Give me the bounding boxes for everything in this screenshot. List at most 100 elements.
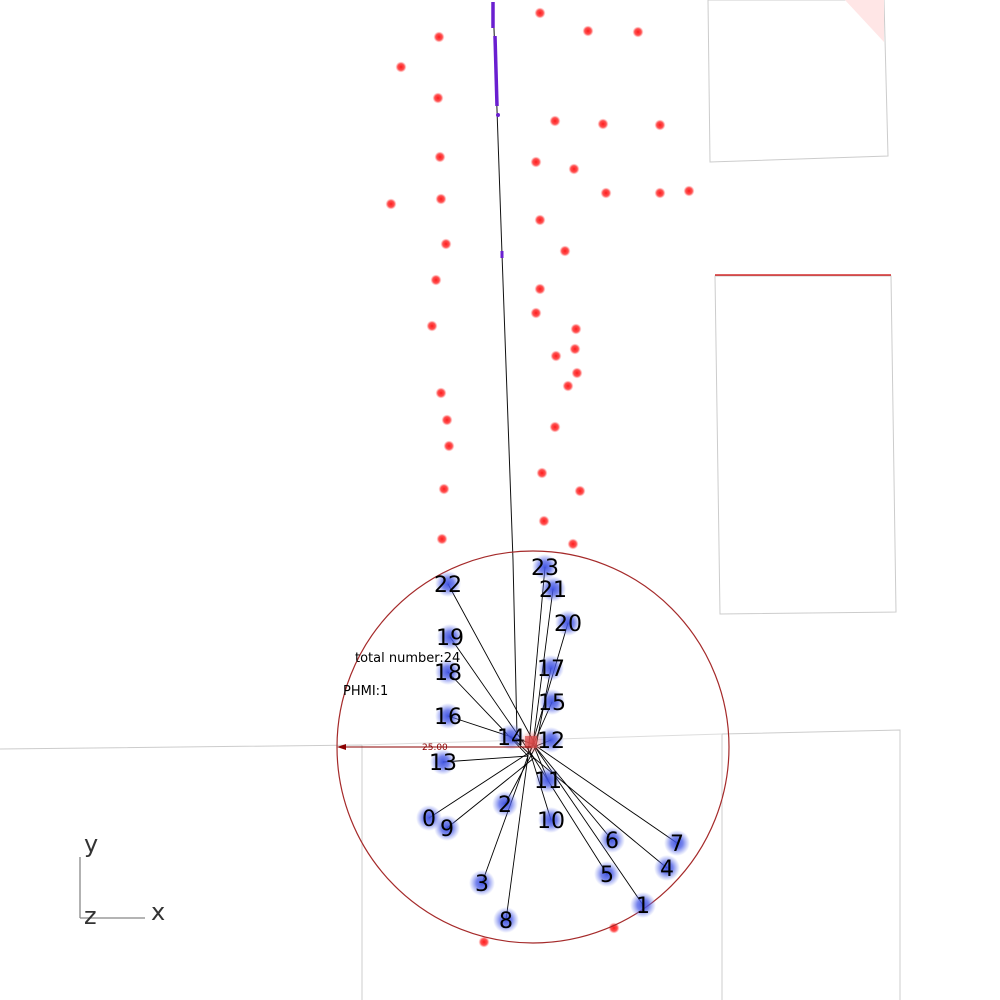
landmark-point bbox=[559, 245, 571, 257]
phmi-text: PHMI:1 bbox=[343, 684, 388, 699]
satellite-glow bbox=[594, 861, 620, 887]
landmark-point bbox=[600, 187, 612, 199]
satellite-label[interactable]: 1 bbox=[636, 894, 650, 919]
satellite-label[interactable]: 6 bbox=[605, 829, 619, 854]
satellite-label[interactable]: 21 bbox=[539, 578, 567, 603]
satellite-label[interactable]: 0 bbox=[422, 807, 436, 832]
radius-scale-label: 25.00 bbox=[422, 743, 448, 753]
y-axis-label: y bbox=[84, 830, 98, 858]
satellite-glow bbox=[437, 624, 463, 650]
vehicle-trajectory bbox=[491, 1, 518, 736]
landmark-point bbox=[683, 185, 695, 197]
satellite-label[interactable]: 2 bbox=[498, 793, 512, 818]
landmark-point bbox=[530, 307, 542, 319]
satellite-glow bbox=[664, 830, 690, 856]
landmark-point bbox=[536, 467, 548, 479]
satellite-glow bbox=[492, 791, 518, 817]
landmark-point bbox=[443, 440, 455, 452]
satellite-label[interactable]: 9 bbox=[440, 817, 454, 842]
satellite-glow bbox=[539, 689, 565, 715]
satellite-glow bbox=[599, 827, 625, 853]
building-highlight bbox=[845, 0, 884, 42]
trajectory-line bbox=[492, 1, 518, 736]
satellite-ray bbox=[532, 743, 613, 841]
total-number-text: total number:24 bbox=[355, 651, 460, 666]
landmark-point bbox=[562, 380, 574, 392]
building-outline bbox=[707, 0, 889, 163]
satellite-label[interactable]: 22 bbox=[434, 573, 462, 598]
landmark-point bbox=[438, 483, 450, 495]
satellite-label[interactable]: 20 bbox=[554, 612, 582, 637]
satellite-glow bbox=[434, 815, 460, 841]
satellite-ray bbox=[446, 757, 535, 829]
satellite-label[interactable]: 5 bbox=[600, 863, 614, 888]
landmark-point bbox=[478, 936, 490, 948]
landmark-point bbox=[654, 119, 666, 131]
landmark-point bbox=[538, 515, 550, 527]
landmark-point bbox=[569, 343, 581, 355]
satellite-glow bbox=[654, 855, 680, 881]
landmark-point bbox=[440, 238, 452, 250]
satellite-label[interactable]: 10 bbox=[537, 809, 565, 834]
radius-arrowhead bbox=[337, 744, 346, 750]
trajectory-point bbox=[496, 113, 500, 117]
satellite-ray bbox=[442, 755, 529, 763]
satellite-ray bbox=[481, 755, 529, 884]
satellite-glow bbox=[493, 907, 519, 933]
landmark-point bbox=[597, 118, 609, 130]
landmark-point bbox=[550, 350, 562, 362]
satellite-glow bbox=[435, 571, 461, 597]
satellite-glow bbox=[540, 576, 566, 602]
satellite-ray bbox=[505, 755, 529, 921]
satellite-glow bbox=[538, 727, 564, 753]
satellite-glow bbox=[555, 610, 581, 636]
satellite-ray bbox=[428, 751, 531, 819]
satellite-label[interactable]: 7 bbox=[670, 832, 684, 857]
satellite-glow bbox=[430, 749, 456, 775]
satellite-label[interactable]: 19 bbox=[436, 626, 464, 651]
landmark-point bbox=[534, 7, 546, 19]
satellite-ray bbox=[529, 622, 569, 753]
satellite-glow bbox=[538, 807, 564, 833]
z-axis-label: z bbox=[84, 902, 97, 930]
x-axis-label: x bbox=[151, 898, 165, 926]
landmark-point bbox=[426, 320, 438, 332]
landmark-point bbox=[632, 26, 644, 38]
satellite-glow bbox=[435, 659, 461, 685]
satellite-label[interactable]: 15 bbox=[538, 691, 566, 716]
landmark-points bbox=[385, 7, 695, 948]
satellite-label[interactable]: 23 bbox=[531, 556, 559, 581]
satellite-label[interactable]: 11 bbox=[534, 769, 562, 794]
building-outline bbox=[721, 729, 901, 1000]
satellite-ray bbox=[447, 583, 537, 747]
satellite-label[interactable]: 16 bbox=[434, 705, 462, 730]
satellite-glow bbox=[630, 892, 656, 918]
landmark-point bbox=[432, 92, 444, 104]
building-outline bbox=[714, 275, 897, 615]
satellite-glow bbox=[469, 870, 495, 896]
satellite-glow bbox=[435, 703, 461, 729]
satellite-glow bbox=[498, 724, 524, 750]
landmark-point bbox=[534, 214, 546, 226]
satellite-label[interactable]: 8 bbox=[499, 909, 513, 934]
landmark-point bbox=[435, 193, 447, 205]
satellite-glow bbox=[535, 767, 561, 793]
landmark-point bbox=[385, 198, 397, 210]
landmark-point bbox=[608, 922, 620, 934]
satellite-ray bbox=[535, 745, 678, 844]
landmark-point bbox=[549, 421, 561, 433]
landmark-point bbox=[549, 115, 561, 127]
landmark-point bbox=[395, 61, 407, 73]
landmark-point bbox=[530, 156, 542, 168]
satellite-label[interactable]: 17 bbox=[537, 657, 565, 682]
satellite-label[interactable]: 4 bbox=[660, 857, 674, 882]
trajectory-segment bbox=[493, 35, 499, 107]
satellite-label[interactable]: 13 bbox=[429, 751, 457, 776]
satellite-glow bbox=[532, 554, 558, 580]
satellite-label[interactable]: 3 bbox=[475, 872, 489, 897]
building-outline bbox=[0, 744, 363, 1000]
satellite-label[interactable]: 18 bbox=[434, 661, 462, 686]
